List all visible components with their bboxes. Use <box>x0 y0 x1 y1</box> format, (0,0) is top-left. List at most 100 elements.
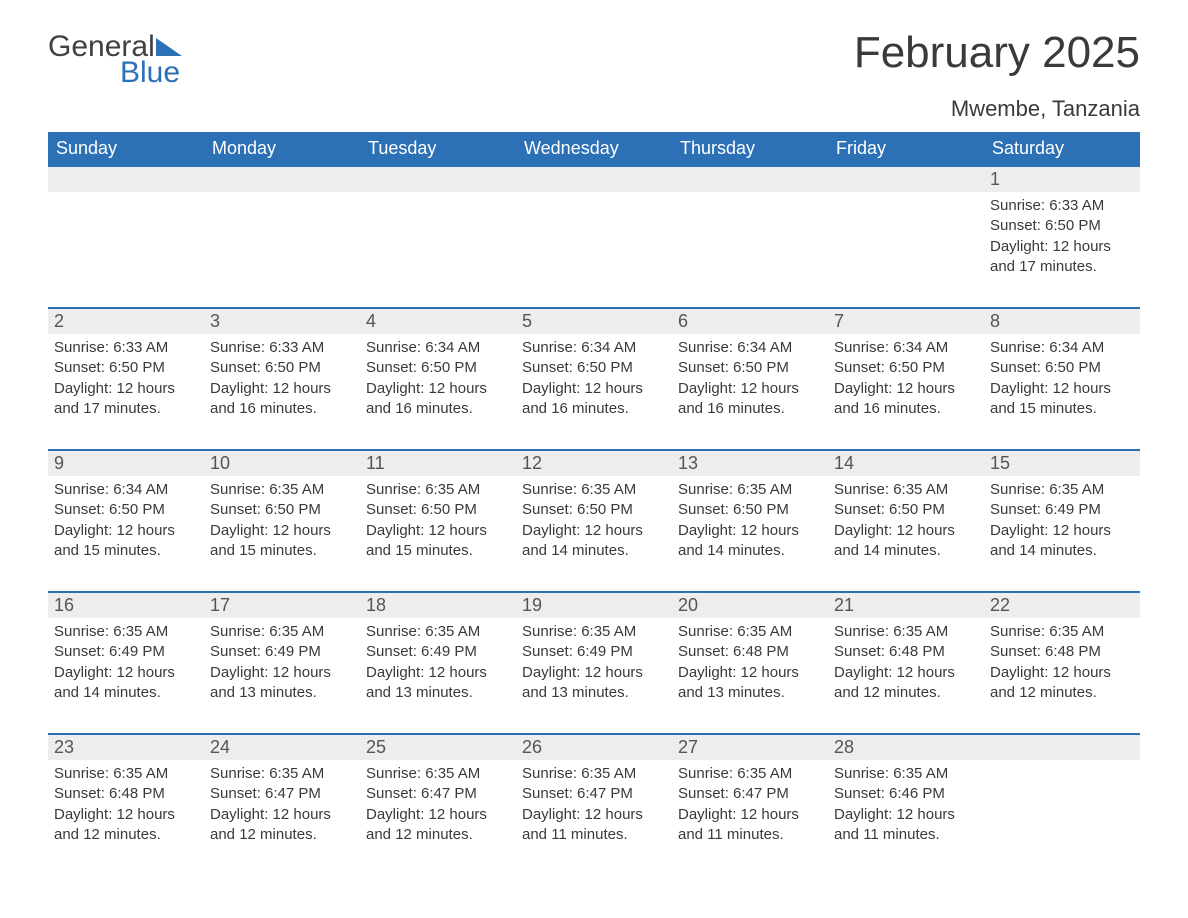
sunrise-line: Sunrise: 6:35 AM <box>834 622 978 642</box>
day-number-bar: 16 <box>48 591 204 618</box>
daylight-line: Daylight: 12 hours and 14 minutes. <box>834 521 978 562</box>
day-body: Sunrise: 6:35 AMSunset: 6:48 PMDaylight:… <box>672 618 828 711</box>
day-number-bar <box>672 165 828 192</box>
sunrise-line: Sunrise: 6:33 AM <box>990 196 1134 216</box>
daylight-line: Daylight: 12 hours and 13 minutes. <box>210 663 354 704</box>
calendar-cell: 13Sunrise: 6:35 AMSunset: 6:50 PMDayligh… <box>672 449 828 591</box>
day-number-bar: 22 <box>984 591 1140 618</box>
calendar-cell: 3Sunrise: 6:33 AMSunset: 6:50 PMDaylight… <box>204 307 360 449</box>
calendar-row: 2Sunrise: 6:33 AMSunset: 6:50 PMDaylight… <box>48 307 1140 449</box>
day-body: Sunrise: 6:35 AMSunset: 6:50 PMDaylight:… <box>360 476 516 569</box>
day-number-bar: 5 <box>516 307 672 334</box>
day-body: Sunrise: 6:33 AMSunset: 6:50 PMDaylight:… <box>984 192 1140 285</box>
daylight-line: Daylight: 12 hours and 16 minutes. <box>210 379 354 420</box>
day-body: Sunrise: 6:35 AMSunset: 6:48 PMDaylight:… <box>828 618 984 711</box>
sunset-line: Sunset: 6:50 PM <box>210 358 354 378</box>
day-number-bar: 20 <box>672 591 828 618</box>
day-body: Sunrise: 6:34 AMSunset: 6:50 PMDaylight:… <box>516 334 672 427</box>
day-body: Sunrise: 6:34 AMSunset: 6:50 PMDaylight:… <box>48 476 204 569</box>
day-number-bar: 2 <box>48 307 204 334</box>
day-body: Sunrise: 6:35 AMSunset: 6:49 PMDaylight:… <box>204 618 360 711</box>
day-body: Sunrise: 6:35 AMSunset: 6:49 PMDaylight:… <box>360 618 516 711</box>
daylight-line: Daylight: 12 hours and 16 minutes. <box>522 379 666 420</box>
daylight-line: Daylight: 12 hours and 12 minutes. <box>834 663 978 704</box>
weekday-header: Tuesday <box>360 132 516 165</box>
calendar-cell: 19Sunrise: 6:35 AMSunset: 6:49 PMDayligh… <box>516 591 672 733</box>
day-number-bar: 9 <box>48 449 204 476</box>
calendar-cell: 11Sunrise: 6:35 AMSunset: 6:50 PMDayligh… <box>360 449 516 591</box>
sunrise-line: Sunrise: 6:35 AM <box>678 480 822 500</box>
day-number-bar <box>828 165 984 192</box>
daylight-line: Daylight: 12 hours and 11 minutes. <box>678 805 822 846</box>
day-number-bar: 15 <box>984 449 1140 476</box>
weekday-header: Saturday <box>984 132 1140 165</box>
sunset-line: Sunset: 6:49 PM <box>210 642 354 662</box>
day-body: Sunrise: 6:33 AMSunset: 6:50 PMDaylight:… <box>204 334 360 427</box>
day-number-bar: 6 <box>672 307 828 334</box>
weekday-header: Monday <box>204 132 360 165</box>
calendar-cell: 26Sunrise: 6:35 AMSunset: 6:47 PMDayligh… <box>516 733 672 875</box>
day-number-bar: 17 <box>204 591 360 618</box>
sunrise-line: Sunrise: 6:35 AM <box>522 764 666 784</box>
day-body: Sunrise: 6:35 AMSunset: 6:50 PMDaylight:… <box>828 476 984 569</box>
day-body: Sunrise: 6:33 AMSunset: 6:50 PMDaylight:… <box>48 334 204 427</box>
day-body: Sunrise: 6:35 AMSunset: 6:47 PMDaylight:… <box>360 760 516 853</box>
sunrise-line: Sunrise: 6:34 AM <box>54 480 198 500</box>
sunrise-line: Sunrise: 6:33 AM <box>54 338 198 358</box>
sunset-line: Sunset: 6:50 PM <box>54 358 198 378</box>
day-body: Sunrise: 6:35 AMSunset: 6:50 PMDaylight:… <box>672 476 828 569</box>
day-body: Sunrise: 6:35 AMSunset: 6:50 PMDaylight:… <box>204 476 360 569</box>
sunset-line: Sunset: 6:50 PM <box>366 500 510 520</box>
day-number-bar: 21 <box>828 591 984 618</box>
sunset-line: Sunset: 6:48 PM <box>990 642 1134 662</box>
day-number-bar <box>984 733 1140 760</box>
sunrise-line: Sunrise: 6:35 AM <box>366 480 510 500</box>
daylight-line: Daylight: 12 hours and 14 minutes. <box>54 663 198 704</box>
day-number-bar <box>360 165 516 192</box>
calendar-cell: 18Sunrise: 6:35 AMSunset: 6:49 PMDayligh… <box>360 591 516 733</box>
day-number-bar: 13 <box>672 449 828 476</box>
day-body: Sunrise: 6:35 AMSunset: 6:49 PMDaylight:… <box>48 618 204 711</box>
calendar-cell: 9Sunrise: 6:34 AMSunset: 6:50 PMDaylight… <box>48 449 204 591</box>
sunset-line: Sunset: 6:48 PM <box>54 784 198 804</box>
calendar-cell: 27Sunrise: 6:35 AMSunset: 6:47 PMDayligh… <box>672 733 828 875</box>
calendar-cell: 28Sunrise: 6:35 AMSunset: 6:46 PMDayligh… <box>828 733 984 875</box>
day-body: Sunrise: 6:34 AMSunset: 6:50 PMDaylight:… <box>360 334 516 427</box>
calendar-body: 1Sunrise: 6:33 AMSunset: 6:50 PMDaylight… <box>48 165 1140 875</box>
sunrise-line: Sunrise: 6:35 AM <box>522 480 666 500</box>
day-body: Sunrise: 6:35 AMSunset: 6:48 PMDaylight:… <box>48 760 204 853</box>
day-body: Sunrise: 6:35 AMSunset: 6:46 PMDaylight:… <box>828 760 984 853</box>
weekday-header: Wednesday <box>516 132 672 165</box>
day-body: Sunrise: 6:35 AMSunset: 6:49 PMDaylight:… <box>984 476 1140 569</box>
daylight-line: Daylight: 12 hours and 17 minutes. <box>54 379 198 420</box>
calendar-row: 16Sunrise: 6:35 AMSunset: 6:49 PMDayligh… <box>48 591 1140 733</box>
daylight-line: Daylight: 12 hours and 14 minutes. <box>678 521 822 562</box>
weekday-header: Sunday <box>48 132 204 165</box>
calendar-grid: SundayMondayTuesdayWednesdayThursdayFrid… <box>48 132 1140 875</box>
sunrise-line: Sunrise: 6:35 AM <box>210 480 354 500</box>
sunrise-line: Sunrise: 6:33 AM <box>210 338 354 358</box>
day-body: Sunrise: 6:35 AMSunset: 6:47 PMDaylight:… <box>516 760 672 853</box>
sunset-line: Sunset: 6:49 PM <box>54 642 198 662</box>
sunrise-line: Sunrise: 6:35 AM <box>678 764 822 784</box>
sunset-line: Sunset: 6:49 PM <box>522 642 666 662</box>
day-number-bar: 14 <box>828 449 984 476</box>
daylight-line: Daylight: 12 hours and 15 minutes. <box>366 521 510 562</box>
sunset-line: Sunset: 6:50 PM <box>522 500 666 520</box>
sunset-line: Sunset: 6:47 PM <box>366 784 510 804</box>
calendar-cell: 16Sunrise: 6:35 AMSunset: 6:49 PMDayligh… <box>48 591 204 733</box>
daylight-line: Daylight: 12 hours and 11 minutes. <box>834 805 978 846</box>
sunset-line: Sunset: 6:50 PM <box>990 358 1134 378</box>
calendar-cell: 21Sunrise: 6:35 AMSunset: 6:48 PMDayligh… <box>828 591 984 733</box>
day-number-bar: 27 <box>672 733 828 760</box>
sunset-line: Sunset: 6:50 PM <box>834 358 978 378</box>
day-body: Sunrise: 6:35 AMSunset: 6:47 PMDaylight:… <box>204 760 360 853</box>
calendar-cell: 10Sunrise: 6:35 AMSunset: 6:50 PMDayligh… <box>204 449 360 591</box>
sunset-line: Sunset: 6:47 PM <box>522 784 666 804</box>
sunset-line: Sunset: 6:50 PM <box>990 216 1134 236</box>
calendar-cell: 20Sunrise: 6:35 AMSunset: 6:48 PMDayligh… <box>672 591 828 733</box>
title-block: February 2025 <box>854 28 1140 78</box>
weekday-header: Friday <box>828 132 984 165</box>
daylight-line: Daylight: 12 hours and 13 minutes. <box>522 663 666 704</box>
daylight-line: Daylight: 12 hours and 17 minutes. <box>990 237 1134 278</box>
